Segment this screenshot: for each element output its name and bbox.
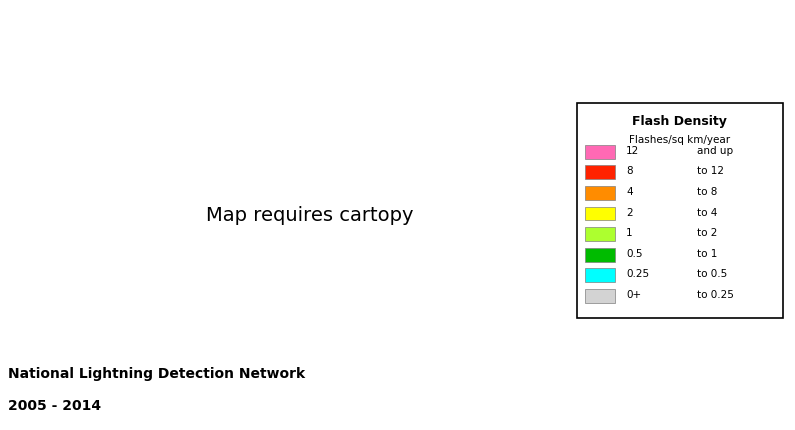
Text: Flash Density: Flash Density [632,114,727,128]
Bar [585,207,615,221]
Text: to 1: to 1 [697,248,717,258]
Text: to 4: to 4 [697,207,717,217]
Bar [585,248,615,262]
Bar [585,145,615,159]
Text: 1: 1 [626,227,633,238]
FancyBboxPatch shape [576,103,783,318]
Text: to 8: to 8 [697,187,717,197]
Text: Map requires cartopy: Map requires cartopy [206,206,414,224]
Bar [585,166,615,180]
Text: 2: 2 [626,207,633,217]
Text: to 0.25: to 0.25 [697,289,734,299]
Bar [585,187,615,200]
Text: 4: 4 [626,187,633,197]
Text: to 12: to 12 [697,166,724,176]
Text: to 2: to 2 [697,227,717,238]
Text: 0+: 0+ [626,289,642,299]
Text: 0.5: 0.5 [626,248,642,258]
Text: to 0.5: to 0.5 [697,269,727,279]
Text: and up: and up [697,145,733,155]
Text: Flashes/sq km/year: Flashes/sq km/year [629,135,731,144]
Bar [585,289,615,303]
Bar [585,228,615,242]
Text: National Lightning Detection Network: National Lightning Detection Network [8,366,305,380]
Text: 2005 - 2014: 2005 - 2014 [8,398,101,412]
Bar [585,269,615,283]
Text: 8: 8 [626,166,633,176]
Text: 0.25: 0.25 [626,269,650,279]
Text: 12: 12 [626,145,639,155]
